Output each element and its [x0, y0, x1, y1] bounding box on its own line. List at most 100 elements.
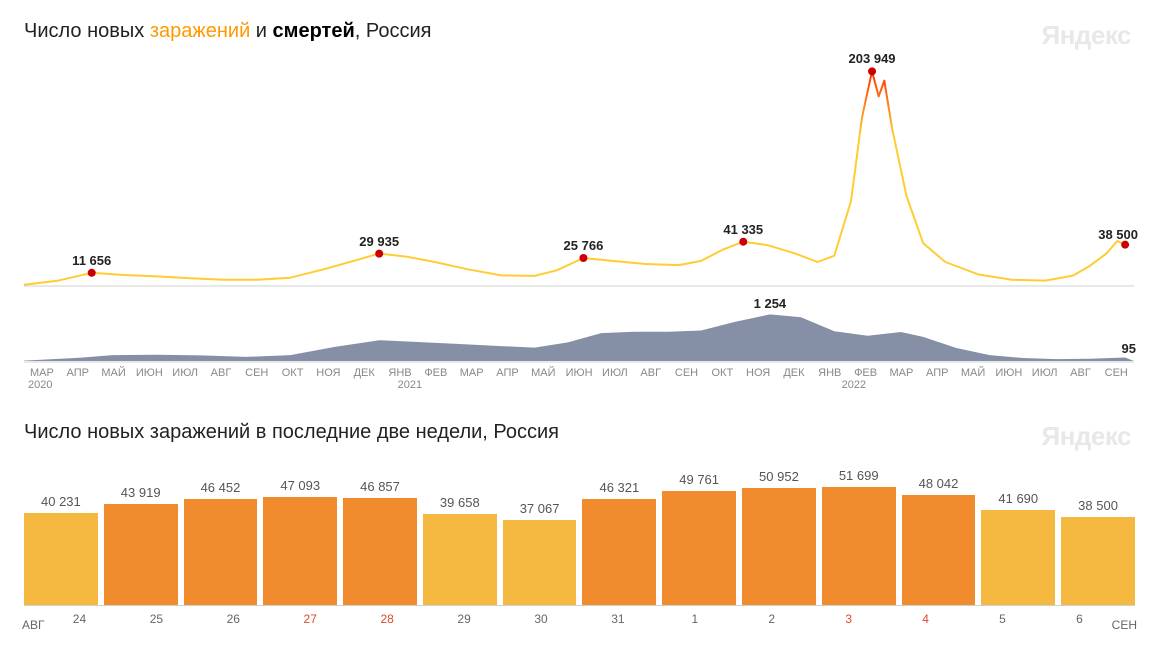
- bar-x-tick: 29: [429, 612, 500, 626]
- bar-column: 46 321: [582, 480, 656, 605]
- bar-x-tick: 24: [44, 612, 115, 626]
- x-tick: СЕН: [239, 367, 275, 379]
- x-tick: СЕН: [1098, 367, 1134, 379]
- x-tick: ИЮН: [561, 367, 597, 379]
- bar: [24, 513, 98, 605]
- bar-x-tick: 30: [506, 612, 577, 626]
- bar-column: 47 093: [263, 478, 337, 605]
- bar-value-label: 50 952: [759, 469, 799, 484]
- deaths-area-svg: [24, 293, 1134, 363]
- bar: [423, 514, 497, 605]
- x-year-label: 2021: [398, 379, 422, 391]
- bar: [822, 487, 896, 605]
- x-tick: ОКТ: [275, 367, 311, 379]
- bar: [503, 520, 577, 605]
- infections-line-svg: [24, 49, 1134, 289]
- bar-column: 49 761: [662, 472, 736, 605]
- x-tick: АВГ: [203, 367, 239, 379]
- chart2-title: Число новых заражений в последние две не…: [24, 421, 559, 443]
- x-tick: ЯНВ: [812, 367, 848, 379]
- bar-x-month-right: СЕН: [1112, 618, 1137, 632]
- x-tick: АВГ: [633, 367, 669, 379]
- bar-value-label: 49 761: [679, 472, 719, 487]
- bar-value-label: 46 452: [201, 480, 241, 495]
- bar-value-label: 43 919: [121, 485, 161, 500]
- x-tick: ФЕВ: [848, 367, 884, 379]
- bar-column: 51 699: [822, 468, 896, 605]
- bar-x-tick: 6: [1044, 612, 1115, 626]
- x-tick: МАЙ: [525, 367, 561, 379]
- x-year-label: 2022: [842, 379, 866, 391]
- bar-value-label: 37 067: [520, 501, 560, 516]
- bar: [343, 498, 417, 605]
- bar-column: 46 857: [343, 479, 417, 605]
- title-word-deaths: смертей: [273, 20, 355, 42]
- x-tick: АПР: [490, 367, 526, 379]
- bar-x-tick: 5: [967, 612, 1038, 626]
- bar: [263, 497, 337, 605]
- title-prefix: Число новых: [24, 20, 150, 42]
- bar-x-tick: 25: [121, 612, 192, 626]
- chart1-x-axis: МАРАПРМАЙИЮНИЮЛАВГСЕНОКТНОЯДЕКЯНВФЕВМАРА…: [24, 367, 1134, 379]
- bar: [981, 510, 1055, 606]
- bar-value-label: 51 699: [839, 468, 879, 483]
- bar-x-tick: 2: [736, 612, 807, 626]
- bar-x-tick: 4: [890, 612, 961, 626]
- bar: [902, 495, 976, 605]
- chart2-title-row: Число новых заражений в последние две не…: [24, 421, 1135, 444]
- bar-column: 50 952: [742, 469, 816, 605]
- x-tick: ИЮЛ: [167, 367, 203, 379]
- x-tick: ИЮЛ: [597, 367, 633, 379]
- x-tick: ДЕК: [776, 367, 812, 379]
- bar-x-axis: 2425262728293031123456: [24, 612, 1135, 626]
- bar-x-tick: 3: [813, 612, 884, 626]
- bar-column: 46 452: [184, 480, 258, 605]
- title-and: и: [250, 20, 272, 42]
- bar: [104, 504, 178, 605]
- x-tick: МАР: [884, 367, 920, 379]
- x-tick: ФЕВ: [418, 367, 454, 379]
- bar-column: 37 067: [503, 501, 577, 605]
- x-tick: МАЙ: [955, 367, 991, 379]
- infections-line-chart: 11 65629 93525 76641 335203 94938 500: [24, 49, 1135, 289]
- bar-x-tick: 1: [659, 612, 730, 626]
- bar-column: 43 919: [104, 485, 178, 605]
- bar-value-label: 38 500: [1078, 498, 1118, 513]
- x-tick: ОКТ: [704, 367, 740, 379]
- bar-column: 38 500: [1061, 498, 1135, 605]
- x-tick: МАР: [24, 367, 60, 379]
- bar: [662, 491, 736, 605]
- x-year-label: 2020: [28, 379, 52, 391]
- bar-x-month-left: АВГ: [22, 618, 45, 632]
- x-tick: ИЮЛ: [1027, 367, 1063, 379]
- chart1-x-axis-wrap: МАРАПРМАЙИЮНИЮЛАВГСЕНОКТНОЯДЕКЯНВФЕВМАРА…: [24, 367, 1135, 393]
- bar-value-label: 41 690: [998, 491, 1038, 506]
- bar-value-label: 48 042: [919, 476, 959, 491]
- bar-column: 39 658: [423, 495, 497, 605]
- bar-column: 40 231: [24, 494, 98, 605]
- bar-column: 48 042: [902, 476, 976, 605]
- bar-value-label: 46 857: [360, 479, 400, 494]
- title-word-infections: заражений: [150, 20, 250, 42]
- watermark-logo-2: Яндекс: [1042, 421, 1132, 452]
- bar-column: 41 690: [981, 491, 1055, 606]
- bar-value-label: 46 321: [599, 480, 639, 495]
- bar-x-tick: 28: [352, 612, 423, 626]
- bar: [582, 499, 656, 605]
- x-tick: АВГ: [1063, 367, 1099, 379]
- x-tick: СЕН: [669, 367, 705, 379]
- x-tick: АПР: [919, 367, 955, 379]
- deaths-area-chart: 1 25495: [24, 293, 1135, 363]
- bar-x-tick: 27: [275, 612, 346, 626]
- bar-value-label: 47 093: [280, 478, 320, 493]
- watermark-logo: Яндекс: [1042, 20, 1132, 51]
- bar: [184, 499, 258, 605]
- chart1-title: Число новых заражений и смертей, Россия …: [24, 20, 1135, 43]
- bar-x-tick: 31: [582, 612, 653, 626]
- x-tick: ДЕК: [346, 367, 382, 379]
- x-tick: ИЮН: [991, 367, 1027, 379]
- bar-chart: 40 231 43 919 46 452 47 093 46 857 39 658 37 0…: [24, 456, 1135, 606]
- title-suffix: , Россия: [355, 20, 432, 42]
- bar: [742, 488, 816, 605]
- bar: [1061, 517, 1135, 605]
